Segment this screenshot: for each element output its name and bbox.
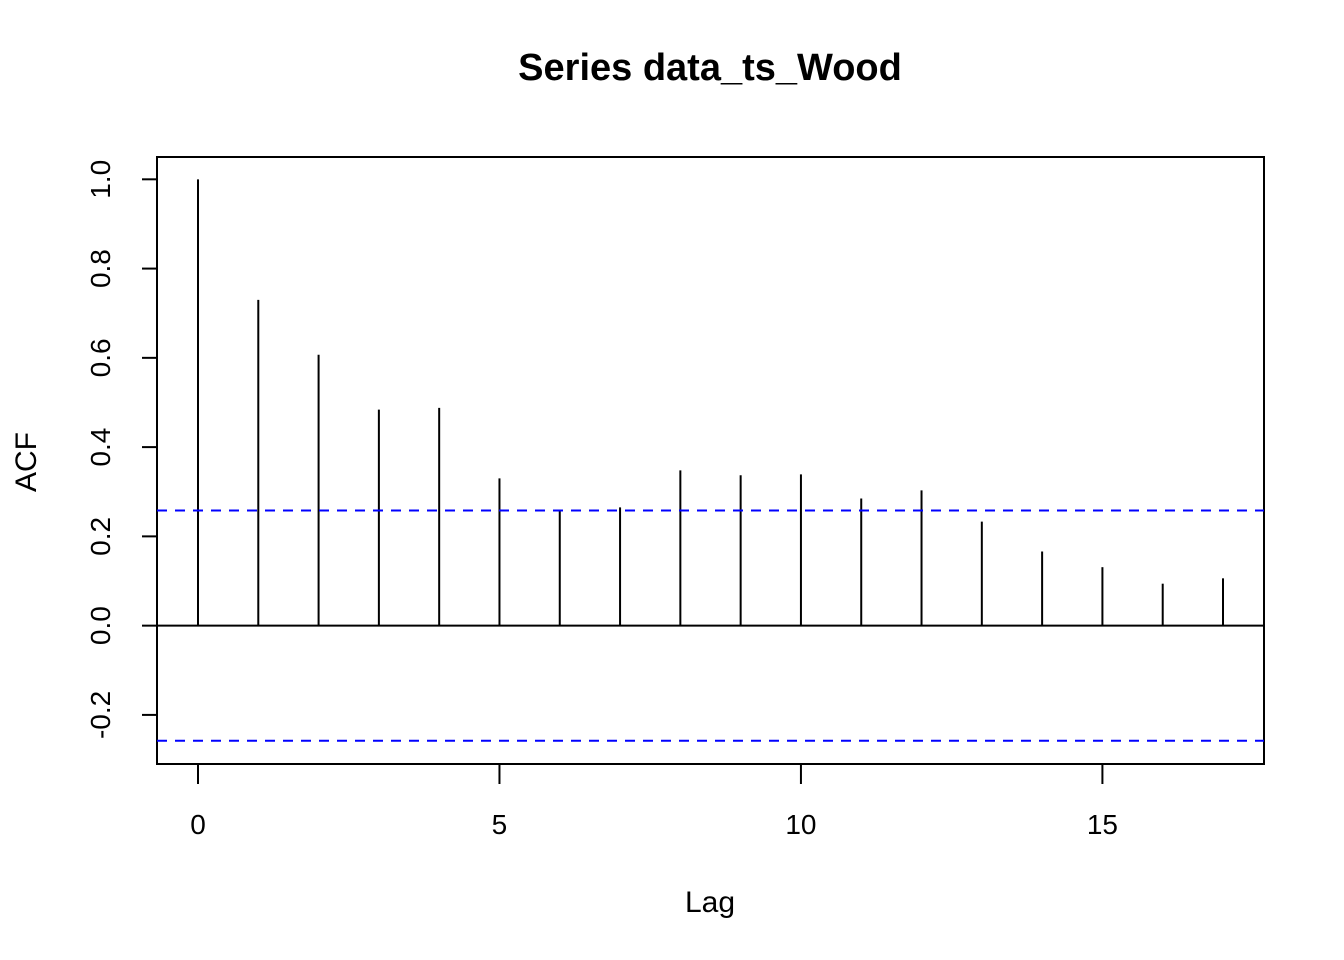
x-tick-label: 10 bbox=[785, 809, 816, 840]
x-tick-label: 0 bbox=[190, 809, 206, 840]
y-tick-label: 0.4 bbox=[85, 428, 116, 467]
acf-bars bbox=[157, 179, 1264, 627]
chart-title: Series data_ts_Wood bbox=[518, 47, 902, 89]
x-axis: 0 5 10 15 bbox=[190, 763, 1118, 840]
y-axis: -0.2 0.0 0.2 0.4 0.6 0.8 1.0 bbox=[85, 160, 158, 739]
y-tick-label: 0.2 bbox=[85, 517, 116, 556]
y-tick-label: 0.8 bbox=[85, 249, 116, 288]
confidence-bounds bbox=[157, 509, 1264, 742]
y-tick-label: 0.0 bbox=[85, 606, 116, 645]
y-tick-label: 0.6 bbox=[85, 338, 116, 377]
plot-frame bbox=[156, 156, 1265, 765]
y-tick-label: 1.0 bbox=[85, 160, 116, 199]
y-axis-label: ACF bbox=[10, 432, 43, 492]
x-axis-label: Lag bbox=[685, 886, 735, 919]
x-tick-label: 5 bbox=[492, 809, 508, 840]
x-tick-label: 15 bbox=[1087, 809, 1118, 840]
y-tick-label: -0.2 bbox=[85, 691, 116, 739]
